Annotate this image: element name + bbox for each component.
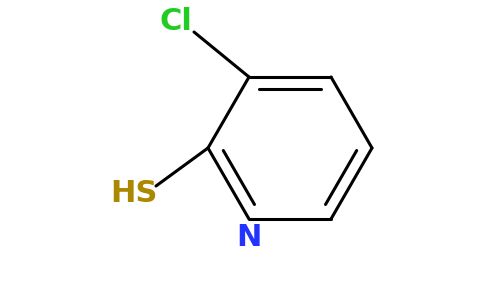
Text: N: N [236,223,262,251]
Text: HS: HS [110,179,158,208]
Text: Cl: Cl [160,8,193,37]
